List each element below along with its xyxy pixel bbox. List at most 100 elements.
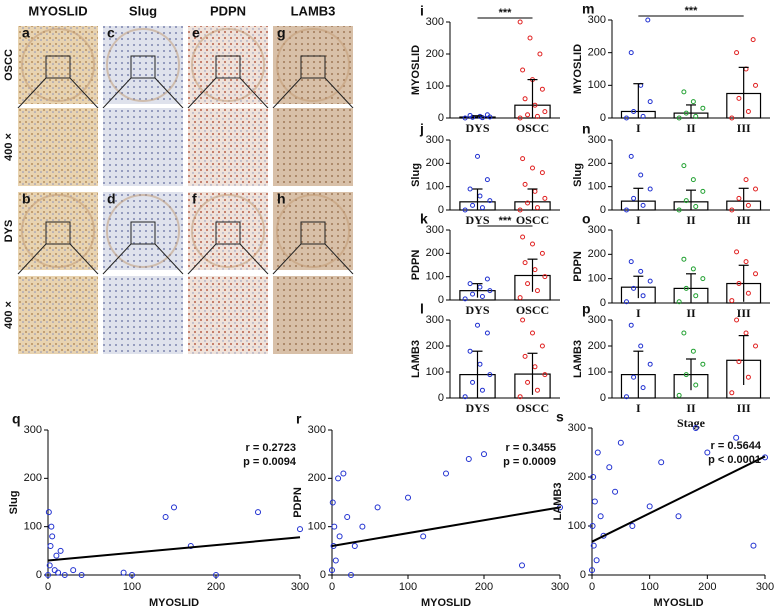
data-point (676, 207, 682, 213)
y-tick-label: 200 (24, 472, 42, 484)
data-point (525, 112, 531, 118)
data-point (534, 288, 540, 294)
row-label: DYS (3, 220, 15, 243)
data-point (129, 572, 135, 578)
panel-letter: k (420, 211, 428, 227)
data-point (467, 281, 473, 287)
data-point (57, 547, 64, 554)
data-point (753, 343, 759, 349)
data-point (470, 291, 476, 297)
data-point (329, 499, 336, 506)
x-tick-label: 300 (291, 581, 309, 593)
data-point (120, 569, 127, 576)
data-point (631, 108, 637, 114)
x-axis-label: Stage (677, 416, 706, 430)
data-point (542, 195, 548, 201)
micrograph (273, 26, 353, 104)
data-point (525, 281, 531, 287)
data-point (465, 456, 472, 462)
x-tick-label: DYS (465, 401, 489, 415)
x-tick-label: II (686, 121, 696, 135)
x-tick-label: 300 (756, 581, 774, 593)
data-point (640, 293, 646, 299)
data-point (517, 19, 523, 25)
column-header: PDPN (210, 3, 246, 18)
data-point (745, 108, 751, 114)
x-tick-label: 100 (399, 581, 417, 593)
data-point (704, 449, 711, 456)
data-point (736, 359, 742, 365)
data-point (700, 188, 706, 194)
y-tick-label: 0 (600, 392, 606, 404)
y-tick-label: 100 (426, 80, 444, 92)
zoom-box (215, 55, 241, 79)
y-tick-label: 100 (426, 271, 444, 283)
y-axis-label: MYOSLID (410, 45, 422, 95)
data-point (681, 89, 687, 95)
data-point (612, 488, 619, 495)
fit-line (591, 455, 766, 543)
data-point (520, 317, 526, 323)
y-tick-label: 300 (588, 134, 606, 146)
x-tick-label: 0 (45, 581, 51, 593)
zoom-line (187, 243, 217, 275)
data-point (690, 177, 696, 183)
y-tick-label: 300 (426, 16, 444, 28)
data-point (462, 115, 468, 121)
x-tick-label: III (737, 121, 751, 135)
y-tick-label: 0 (438, 392, 444, 404)
y-tick-label: 0 (580, 569, 586, 581)
zoom-line (324, 243, 354, 275)
data-point (729, 115, 735, 121)
data-point (700, 361, 706, 367)
data-point (520, 234, 526, 240)
stat-annotation: r = 0.5644 (711, 440, 762, 452)
data-point (589, 523, 596, 529)
y-axis-label: Slug (8, 491, 20, 515)
data-point (55, 569, 62, 576)
tissue-core (191, 194, 265, 268)
zoom-line (69, 243, 99, 275)
column-header: MYOSLID (28, 3, 87, 18)
y-tick-label: 100 (24, 521, 42, 533)
stat-annotation: p = 0.0009 (503, 456, 556, 468)
panel-letter: f (192, 191, 197, 207)
data-point (542, 372, 548, 378)
data-point (750, 37, 756, 43)
data-point (49, 533, 56, 540)
data-point (484, 330, 490, 336)
data-point (331, 523, 338, 530)
data-point (481, 451, 487, 458)
data-point (520, 67, 526, 73)
data-point (519, 562, 525, 569)
data-point (525, 200, 531, 206)
panel-letter: l (420, 301, 424, 317)
data-point (517, 115, 523, 121)
data-point (532, 188, 538, 194)
data-point (681, 330, 687, 336)
y-axis-label: Slug (572, 163, 584, 187)
y-tick-label: 100 (588, 366, 606, 378)
y-tick-label: 300 (588, 314, 606, 326)
data-point (638, 172, 644, 178)
zoom-line (187, 77, 217, 109)
zoom-line (272, 77, 302, 109)
data-point (676, 392, 682, 398)
data-point (745, 202, 751, 208)
data-point (734, 249, 740, 255)
zoom-line (272, 243, 302, 275)
y-tick-label: 100 (588, 181, 606, 193)
tissue-core (106, 28, 180, 102)
y-axis-label: Slug (410, 163, 422, 187)
tissue-core (276, 194, 350, 268)
data-point (690, 99, 696, 105)
data-point (736, 95, 742, 101)
data-point (537, 51, 543, 57)
panel-letter: c (107, 25, 115, 41)
data-point (520, 156, 526, 162)
y-tick-label: 100 (308, 521, 326, 533)
data-point (475, 322, 480, 328)
data-point (692, 425, 699, 431)
data-point (539, 343, 545, 349)
